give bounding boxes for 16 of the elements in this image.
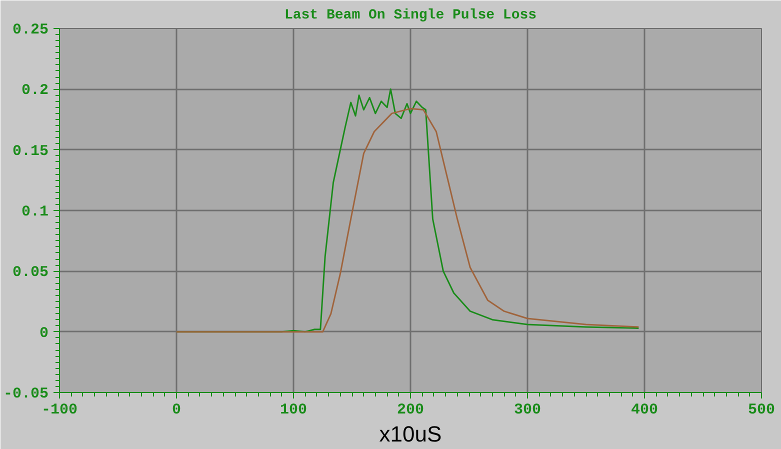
y-tick-label: 0.05 [12, 264, 49, 282]
y-tick-label: 0.25 [12, 22, 49, 38]
chart-title: Last Beam On Single Pulse Loss [284, 8, 537, 24]
x-tick-label: -100 [41, 402, 78, 418]
y-tick-label: 0.2 [21, 82, 49, 100]
y-tick-label: 0.15 [12, 142, 49, 160]
x-tick-label: 0 [172, 402, 182, 418]
y-tick-label: -0.05 [3, 386, 49, 402]
x-tick-label: 200 [397, 402, 424, 418]
x-tick-label: 100 [280, 402, 308, 418]
x-axis-title: x10uS [379, 422, 442, 446]
y-tick-label: 0 [40, 324, 49, 342]
x-tick-label: 300 [514, 402, 542, 418]
x-tick-label: 400 [631, 402, 658, 418]
x-tick-label: 500 [748, 402, 776, 418]
y-tick-label: 0.1 [21, 204, 49, 220]
